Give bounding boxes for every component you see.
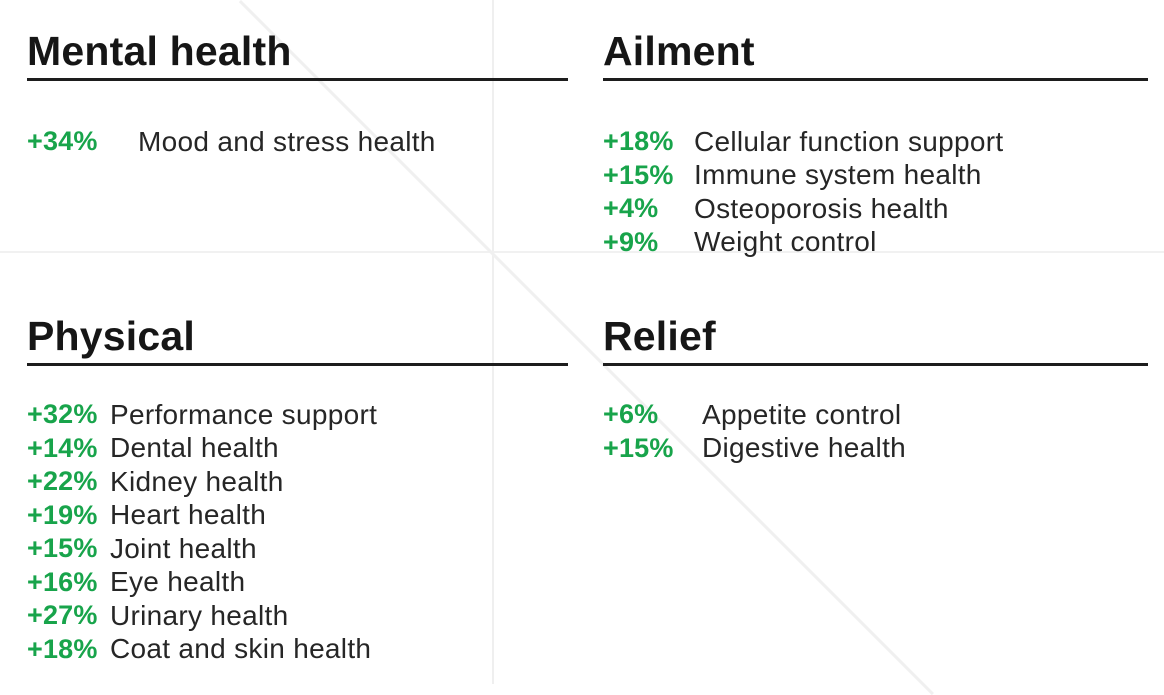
stat-delta: +27% — [27, 600, 98, 631]
stat-list-mental-health: +34% Mood and stress health — [27, 125, 568, 159]
stat-row: +6% Appetite control — [603, 398, 1148, 432]
stat-delta: +18% — [27, 633, 98, 664]
stat-label: Eye health — [110, 566, 246, 598]
stat-label: Performance support — [110, 398, 378, 430]
stat-list-ailment: +18% Cellular function support +15% Immune … — [603, 125, 1148, 259]
horizontal-divider — [0, 251, 1164, 253]
vertical-divider — [492, 0, 494, 684]
stat-row: +22% Kidney health — [27, 465, 568, 499]
stat-row: +9% Weight control — [603, 226, 1148, 260]
stat-label: Mood and stress health — [138, 125, 436, 157]
stat-label: Kidney health — [110, 465, 284, 497]
stat-delta: +6% — [603, 399, 659, 430]
stat-label: Osteoporosis health — [694, 192, 949, 224]
stat-label: Dental health — [110, 432, 279, 464]
stat-label: Appetite control — [702, 398, 902, 430]
stat-delta: +18% — [603, 126, 674, 157]
stat-row: +15% Digestive health — [603, 432, 1148, 466]
stat-delta: +19% — [27, 499, 98, 530]
section-title-mental-health: Mental health — [27, 28, 568, 81]
stat-row: +18% Coat and skin health — [27, 633, 568, 667]
section-mental-health: Mental health +34% Mood and stress health — [27, 28, 568, 159]
stat-delta: +15% — [603, 432, 674, 463]
stat-row: +4% Osteoporosis health — [603, 192, 1148, 226]
stat-label: Joint health — [110, 532, 257, 564]
section-physical: Physical +32% Performance support +14% Dent… — [27, 313, 568, 666]
section-title-physical: Physical — [27, 313, 568, 366]
stat-row: +32% Performance support — [27, 398, 568, 432]
stat-list-relief: +6% Appetite control +15% Digestive health — [603, 398, 1148, 465]
stat-row: +19% Heart health — [27, 499, 568, 533]
stat-list-physical: +32% Performance support +14% Dental health… — [27, 398, 568, 666]
stat-row: +15% Immune system health — [603, 159, 1148, 193]
stat-label: Coat and skin health — [110, 633, 372, 665]
stat-delta: +14% — [27, 432, 98, 463]
stat-row: +14% Dental health — [27, 432, 568, 466]
section-ailment: Ailment +18% Cellular function support +15… — [603, 28, 1148, 259]
section-relief: Relief +6% Appetite control +15% Digestive … — [603, 313, 1148, 465]
section-title-ailment: Ailment — [603, 28, 1148, 81]
stat-label: Heart health — [110, 499, 267, 531]
stat-row: +34% Mood and stress health — [27, 125, 568, 159]
stat-delta: +22% — [27, 466, 98, 497]
stat-label: Digestive health — [702, 432, 907, 464]
section-title-relief: Relief — [603, 313, 1148, 366]
stat-delta: +16% — [27, 566, 98, 597]
stat-label: Weight control — [694, 226, 877, 258]
stat-row: +18% Cellular function support — [603, 125, 1148, 159]
stat-delta: +34% — [27, 126, 98, 157]
stat-delta: +9% — [603, 226, 659, 257]
stat-label: Cellular function support — [694, 125, 1004, 157]
stat-delta: +15% — [27, 533, 98, 564]
stat-row: +16% Eye health — [27, 566, 568, 600]
stat-delta: +15% — [603, 159, 674, 190]
stat-delta: +32% — [27, 399, 98, 430]
stat-label: Immune system health — [694, 159, 982, 191]
stat-delta: +4% — [603, 193, 659, 224]
stat-row: +27% Urinary health — [27, 599, 568, 633]
stat-label: Urinary health — [110, 599, 289, 631]
stat-row: +15% Joint health — [27, 532, 568, 566]
